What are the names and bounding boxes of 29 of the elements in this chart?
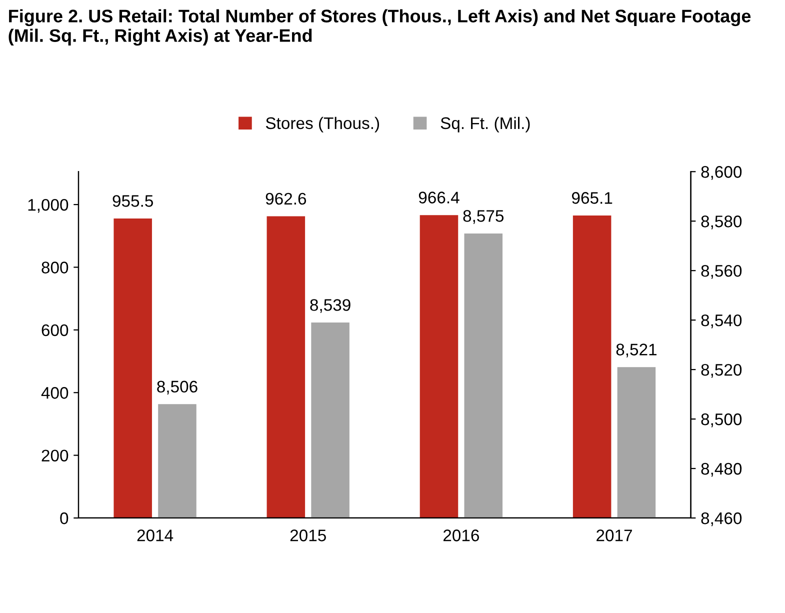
y2-tick-label: 8,480: [701, 462, 742, 477]
data-label: 8,521: [616, 344, 656, 358]
y2-tick-label: 8,460: [701, 512, 742, 526]
y-tick-label: 400: [41, 387, 68, 399]
y2-tick-label: 8,540: [701, 314, 742, 328]
x-tick-label: 2017: [596, 530, 632, 542]
y2-tick-label: 8,520: [701, 364, 742, 378]
y-tick-label: 1,000: [28, 198, 68, 213]
data-label: 8,575: [463, 210, 504, 224]
y-tick-label: 0: [60, 512, 68, 524]
y2-tick-label: 8,580: [701, 216, 742, 230]
legend-label: Sq. Ft. (Mil.): [440, 116, 530, 132]
data-label: 8,506: [157, 380, 198, 395]
data-label: 965.1: [572, 192, 612, 204]
data-label: 962.6: [266, 192, 306, 205]
y2-tick-label: 8,500: [701, 413, 742, 428]
x-tick-label: 2016: [443, 530, 479, 542]
y-tick-label: 600: [42, 324, 68, 336]
y-tick-label: 800: [42, 262, 68, 274]
data-label: 966.4: [418, 192, 460, 204]
data-label: 955.5: [112, 195, 153, 207]
y2-tick-label: 8,560: [701, 264, 742, 279]
x-tick-label: 2015: [290, 530, 326, 542]
y-tick-label: 200: [42, 450, 68, 462]
legend-label: Stores (Thous.): [266, 116, 380, 132]
y2-tick-label: 8,600: [701, 166, 742, 180]
chart-title: Figure 2. US Retail: Total Number of Stores (Thous., Left Axis) and Net Square Footage (Mil. Sq. Ft., Right Axis) at Year-End: [8, 9, 751, 46]
x-tick-label: 2014: [137, 530, 174, 542]
data-label: 8,539: [310, 299, 350, 313]
